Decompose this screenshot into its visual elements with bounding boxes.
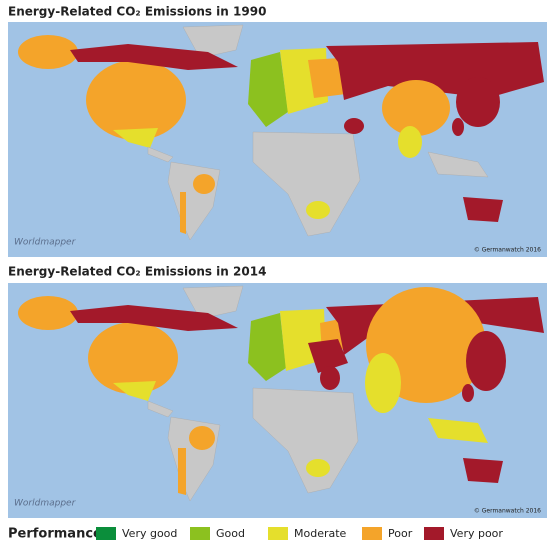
legend-swatch: [424, 527, 444, 540]
taiwan: [452, 118, 464, 136]
legend-swatch: [190, 527, 210, 540]
legend-label: Very good: [122, 527, 177, 540]
brazil: [189, 426, 215, 450]
africa: [252, 387, 359, 494]
canada: [70, 305, 238, 331]
map-1990: Worldmapper © Germanwatch 2016: [8, 22, 547, 257]
western-europe: [248, 313, 286, 381]
india: [398, 126, 422, 158]
legend-swatch: [362, 527, 382, 540]
brazil: [193, 174, 215, 194]
legend-label: Poor: [388, 527, 413, 540]
africa: [252, 131, 361, 237]
legend: Performance Very good Good Moderate Poor Ver…: [8, 527, 503, 542]
alaska: [18, 35, 78, 69]
credit: © Germanwatch 2016: [474, 508, 541, 515]
western-europe: [248, 52, 288, 127]
legend-label: Good: [216, 527, 245, 540]
south-africa: [306, 201, 330, 219]
india: [365, 353, 401, 413]
taiwan: [462, 384, 474, 402]
southeast-asia: [428, 418, 488, 443]
alaska: [18, 296, 78, 330]
chile-argentina: [178, 448, 186, 495]
central-america: [147, 146, 174, 163]
southeast-asia: [427, 151, 489, 178]
china: [382, 80, 450, 136]
logo: Worldmapper: [14, 499, 77, 509]
central-america: [147, 400, 174, 418]
greenland: [182, 24, 244, 59]
ukraine: [308, 58, 346, 98]
australia: [463, 458, 503, 483]
legend-title: Performance: [8, 527, 102, 542]
legend-label: Moderate: [294, 527, 347, 540]
map-title: Energy-Related CO₂ Emissions in 2014: [8, 265, 266, 279]
logo: Worldmapper: [14, 238, 77, 248]
australia: [463, 197, 503, 222]
usa: [86, 60, 186, 140]
chile-argentina: [180, 192, 186, 234]
iran: [344, 118, 364, 134]
usa: [88, 322, 178, 394]
legend-label: Very poor: [450, 527, 503, 540]
mexico: [113, 381, 156, 401]
canada: [70, 44, 238, 70]
map-2014: Worldmapper © Germanwatch 2016: [8, 283, 547, 518]
saudi-arabia: [320, 366, 340, 390]
middle-east: [308, 339, 348, 373]
mexico: [113, 128, 158, 148]
south-africa: [306, 459, 330, 477]
legend-swatch: [96, 527, 116, 540]
map-title: Energy-Related CO₂ Emissions in 1990: [8, 5, 266, 19]
japan-korea: [456, 77, 500, 127]
credit: © Germanwatch 2016: [474, 247, 541, 254]
legend-swatch: [268, 527, 288, 540]
japan-korea: [466, 331, 506, 391]
greenland: [182, 285, 244, 320]
